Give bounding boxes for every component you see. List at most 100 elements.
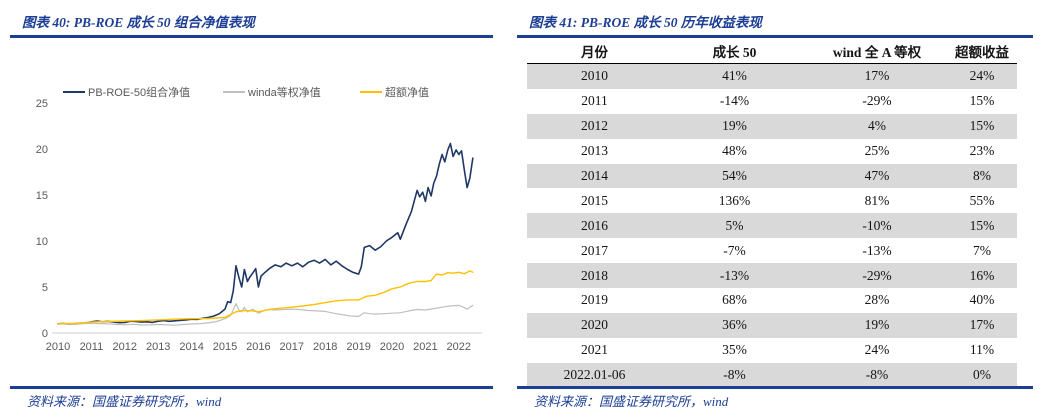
- table-cell: -10%: [862, 217, 892, 233]
- table-cell: 136%: [718, 192, 751, 208]
- table-cell: 36%: [722, 317, 747, 333]
- svg-text:2020: 2020: [380, 341, 404, 353]
- table-cell: 68%: [722, 292, 747, 308]
- table-figure-title: 图表 41: PB-ROE 成长 50 历年收益表现: [529, 15, 762, 30]
- table-cell: 55%: [969, 192, 995, 208]
- table-row: 2021 35% 24% 11%: [527, 338, 1017, 363]
- svg-text:2010: 2010: [46, 341, 70, 353]
- svg-text:0: 0: [42, 328, 48, 340]
- svg-text:2012: 2012: [113, 341, 137, 353]
- table-cell: 2013: [581, 143, 608, 159]
- header-wind-all-a: wind 全 A 等权: [807, 38, 947, 64]
- legend-label: 超额净值: [385, 87, 429, 99]
- table-cell: 2021: [581, 342, 608, 358]
- svg-text:15: 15: [36, 190, 48, 202]
- table-cell: 47%: [864, 168, 890, 183]
- table-cell: 19%: [722, 118, 747, 134]
- table-cell: 2015: [581, 192, 608, 208]
- table-cell: 15%: [969, 93, 995, 109]
- svg-text:20: 20: [36, 144, 48, 156]
- table-cell: 2022.01-06: [563, 367, 626, 383]
- table-cell: 48%: [722, 143, 747, 159]
- svg-text:2019: 2019: [346, 341, 370, 353]
- table-cell: 2010: [581, 68, 608, 84]
- annual-returns-table: 月份 成长 50 wind 全 A 等权 超额收益 2010 41% 17% 24% 2…: [527, 38, 1017, 388]
- legend-swatch-yellow: [360, 91, 382, 94]
- table-row: 2012 19% 4% 15%: [527, 113, 1017, 139]
- table-cell: 81%: [864, 192, 890, 208]
- legend-swatch-gray: [223, 91, 245, 94]
- table-source: 资料来源：国盛证券研究所，wind: [534, 394, 729, 409]
- table-cell: 2019: [581, 292, 608, 308]
- legend-item-winda: winda等权净值: [223, 84, 321, 100]
- table-cell: 8%: [973, 168, 991, 183]
- svg-text:5: 5: [42, 282, 48, 294]
- legend-item-portfolio: PB-ROE-50组合净值: [63, 84, 190, 100]
- table-row: 2017 -7% -13% 7%: [527, 238, 1017, 263]
- table-cell: 41%: [722, 68, 747, 84]
- table-row: 2015 136% 81% 55%: [527, 188, 1017, 213]
- table-cell: 2018: [581, 267, 608, 283]
- table-cell: 17%: [864, 68, 890, 84]
- table-cell: 2016: [581, 217, 608, 233]
- table-cell: 25%: [864, 143, 890, 159]
- svg-text:10: 10: [36, 236, 48, 248]
- svg-text:25: 25: [36, 98, 48, 110]
- svg-text:2016: 2016: [246, 341, 270, 353]
- legend-item-excess: 超额净值: [360, 84, 429, 100]
- chart-panel: 图表 40: PB-ROE 成长 50 组合净值表现 PB-ROE-50组合净值…: [10, 8, 493, 410]
- legend-label: winda等权净值: [248, 87, 321, 99]
- table-cell: 54%: [722, 168, 747, 183]
- header-excess: 超额收益: [947, 38, 1017, 64]
- net-value-line-chart: 0 5 10 15 20 25 2010 2011 2012 2013 2014 2015 2016 20…: [36, 98, 482, 353]
- table-row: 2022.01-06 -8% -8% 0%: [527, 362, 1017, 388]
- table-row: 2018 -13% -29% 16%: [527, 263, 1017, 289]
- table-row: 2011 -14% -29% 15%: [527, 89, 1017, 114]
- table-row: 2014 54% 47% 8%: [527, 163, 1017, 189]
- chart-legend: PB-ROE-50组合净值 winda等权净值 超额净值: [10, 84, 493, 100]
- table-cell: 17%: [969, 317, 995, 333]
- table-cell: -14%: [719, 93, 750, 109]
- table-cell: -29%: [862, 267, 892, 283]
- table-row: 2016 5% -10% 15%: [527, 213, 1017, 239]
- table-cell: 40%: [969, 292, 995, 308]
- svg-text:2022: 2022: [447, 341, 471, 353]
- svg-text:2013: 2013: [146, 341, 170, 353]
- table-header-row: 月份 成长 50 wind 全 A 等权 超额收益: [527, 38, 1017, 64]
- table-cell: -8%: [723, 367, 746, 383]
- table-cell: -7%: [723, 242, 746, 258]
- chart-figure-title: 图表 40: PB-ROE 成长 50 组合净值表现: [22, 15, 255, 30]
- header-growth50: 成长 50: [662, 38, 807, 64]
- table-cell: 4%: [868, 118, 886, 134]
- title-rule: [517, 35, 1033, 38]
- svg-text:2017: 2017: [280, 341, 304, 353]
- table-row: 2010 41% 17% 24%: [527, 63, 1017, 89]
- table-cell: 15%: [969, 118, 995, 134]
- legend-swatch-navy: [63, 91, 85, 94]
- table-cell: 2014: [581, 168, 608, 183]
- table-cell: 7%: [973, 242, 991, 258]
- table-cell: 28%: [864, 292, 890, 308]
- svg-text:2011: 2011: [80, 341, 104, 353]
- source-rule: [10, 386, 493, 389]
- table-cell: 0%: [973, 367, 991, 383]
- svg-text:2014: 2014: [179, 341, 203, 353]
- table-cell: 24%: [864, 342, 890, 358]
- table-cell: 19%: [864, 317, 890, 333]
- table-row: 2013 48% 25% 23%: [527, 139, 1017, 164]
- table-cell: 11%: [969, 342, 995, 358]
- table-cell: 5%: [725, 217, 744, 233]
- table-cell: 24%: [969, 68, 995, 84]
- table-cell: -13%: [862, 242, 892, 258]
- table-cell: -29%: [862, 93, 892, 109]
- legend-label: PB-ROE-50组合净值: [88, 87, 191, 99]
- table-cell: 16%: [969, 267, 995, 283]
- table-cell: 15%: [969, 217, 995, 233]
- svg-text:2021: 2021: [413, 341, 437, 353]
- chart-source: 资料来源：国盛证券研究所，wind: [27, 394, 222, 409]
- table-cell: 2020: [581, 317, 608, 333]
- table-cell: 2012: [581, 118, 608, 134]
- title-rule: [10, 35, 493, 38]
- svg-text:2018: 2018: [313, 341, 337, 353]
